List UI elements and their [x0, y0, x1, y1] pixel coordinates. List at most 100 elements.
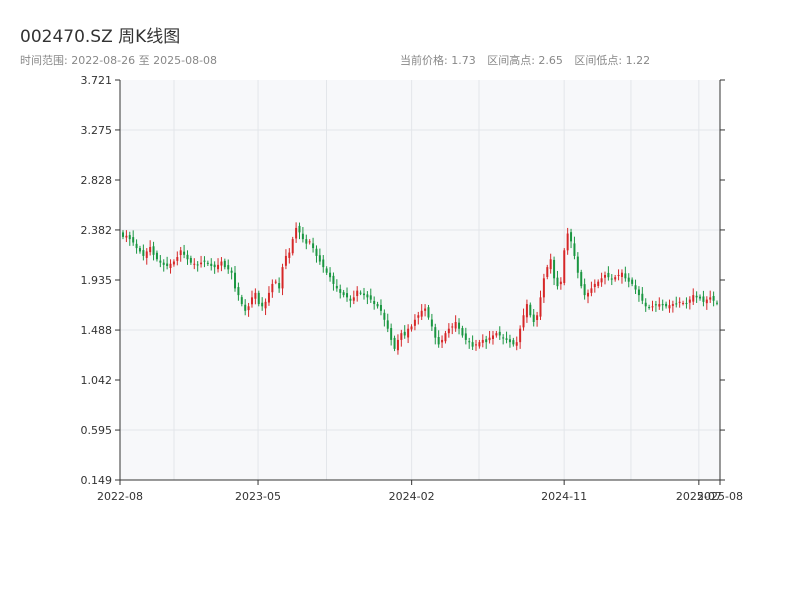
- candle-body: [318, 255, 321, 262]
- candle-body: [536, 315, 539, 320]
- candle-body: [234, 272, 237, 289]
- candle-body: [155, 252, 158, 260]
- candle-body: [685, 302, 688, 305]
- candle-body: [668, 305, 671, 309]
- candle-body: [665, 303, 668, 307]
- candle-body: [641, 293, 644, 301]
- candle-body: [498, 331, 501, 336]
- candle-body: [576, 256, 579, 273]
- candle-body: [502, 337, 505, 339]
- candle-body: [301, 233, 304, 240]
- candle-body: [682, 302, 685, 304]
- candle-body: [261, 302, 264, 307]
- candle-body: [250, 297, 253, 305]
- candle-body: [549, 259, 552, 270]
- candle-body: [603, 274, 606, 278]
- plot-area: [120, 80, 720, 480]
- candle-body: [491, 335, 494, 340]
- candle-body: [590, 288, 593, 293]
- x-tick-label: 2023-05: [235, 490, 281, 503]
- candle-body: [597, 281, 600, 286]
- candle-body: [430, 319, 433, 327]
- candle-body: [461, 328, 464, 336]
- candle-body: [546, 267, 549, 277]
- candle-body: [213, 264, 216, 268]
- candle-body: [220, 261, 223, 266]
- candle-body: [607, 272, 610, 278]
- candle-body: [132, 237, 135, 243]
- candle-body: [495, 333, 498, 336]
- candle-body: [675, 303, 678, 305]
- candle-body: [471, 342, 474, 347]
- candle-body: [315, 248, 318, 256]
- candle-body: [281, 267, 284, 289]
- candle-body: [217, 264, 220, 270]
- candle-body: [424, 308, 427, 311]
- candle-body: [322, 259, 325, 268]
- candle-body: [149, 246, 152, 253]
- candle-body: [413, 319, 416, 326]
- candle-body: [284, 255, 287, 266]
- candle-body: [359, 292, 362, 294]
- candle-body: [393, 337, 396, 349]
- candle-body: [200, 262, 203, 265]
- candle-body: [342, 292, 345, 296]
- range-high-text: 区间高点: 2.65: [487, 54, 563, 67]
- candle-body: [556, 277, 559, 287]
- candle-body: [475, 344, 478, 346]
- candle-body: [699, 296, 702, 299]
- candle-body: [712, 296, 715, 301]
- candle-body: [227, 265, 230, 270]
- y-tick-label: 1.488: [81, 324, 113, 337]
- candle-body: [654, 304, 657, 306]
- candle-body: [570, 232, 573, 242]
- candle-body: [532, 314, 535, 322]
- candle-body: [335, 285, 338, 289]
- candle-body: [138, 248, 141, 252]
- candle-body: [427, 307, 430, 318]
- candle-body: [390, 328, 393, 340]
- candle-body: [247, 306, 250, 311]
- candle-body: [542, 278, 545, 298]
- candle-body: [566, 233, 569, 251]
- candle-body: [661, 304, 664, 306]
- candle-body: [519, 328, 522, 343]
- candle-body: [383, 312, 386, 320]
- candle-body: [196, 264, 199, 266]
- candle-body: [332, 275, 335, 284]
- candle-body: [352, 297, 355, 301]
- candle-body: [559, 281, 562, 285]
- candle-body: [593, 283, 596, 288]
- y-tick-label: 3.721: [81, 74, 113, 87]
- candle-body: [329, 272, 332, 278]
- candle-body: [169, 263, 172, 269]
- candle-body: [637, 289, 640, 296]
- candle-body: [573, 243, 576, 256]
- candle-body: [671, 304, 674, 306]
- candle-body: [563, 250, 566, 284]
- candle-body: [400, 333, 403, 340]
- candle-body: [210, 263, 213, 267]
- candle-body: [481, 339, 484, 343]
- candle-body: [678, 301, 681, 303]
- candle-body: [223, 260, 226, 268]
- candle-body: [434, 327, 437, 338]
- chart-title: 002470.SZ 周K线图: [20, 27, 181, 47]
- candle-body: [420, 310, 423, 317]
- candle-body: [162, 262, 165, 265]
- candle-body: [505, 338, 508, 340]
- candle-body: [634, 285, 637, 290]
- candle-body: [142, 250, 145, 256]
- y-tick-label: 0.595: [81, 424, 113, 437]
- candle-body: [587, 292, 590, 297]
- candle-body: [206, 262, 209, 264]
- candle-body: [298, 225, 301, 233]
- candle-body: [478, 342, 481, 347]
- candle-body: [295, 227, 298, 239]
- candle-body: [278, 283, 281, 289]
- candle-body: [179, 250, 182, 256]
- candle-body: [515, 342, 518, 346]
- candle-body: [325, 268, 328, 273]
